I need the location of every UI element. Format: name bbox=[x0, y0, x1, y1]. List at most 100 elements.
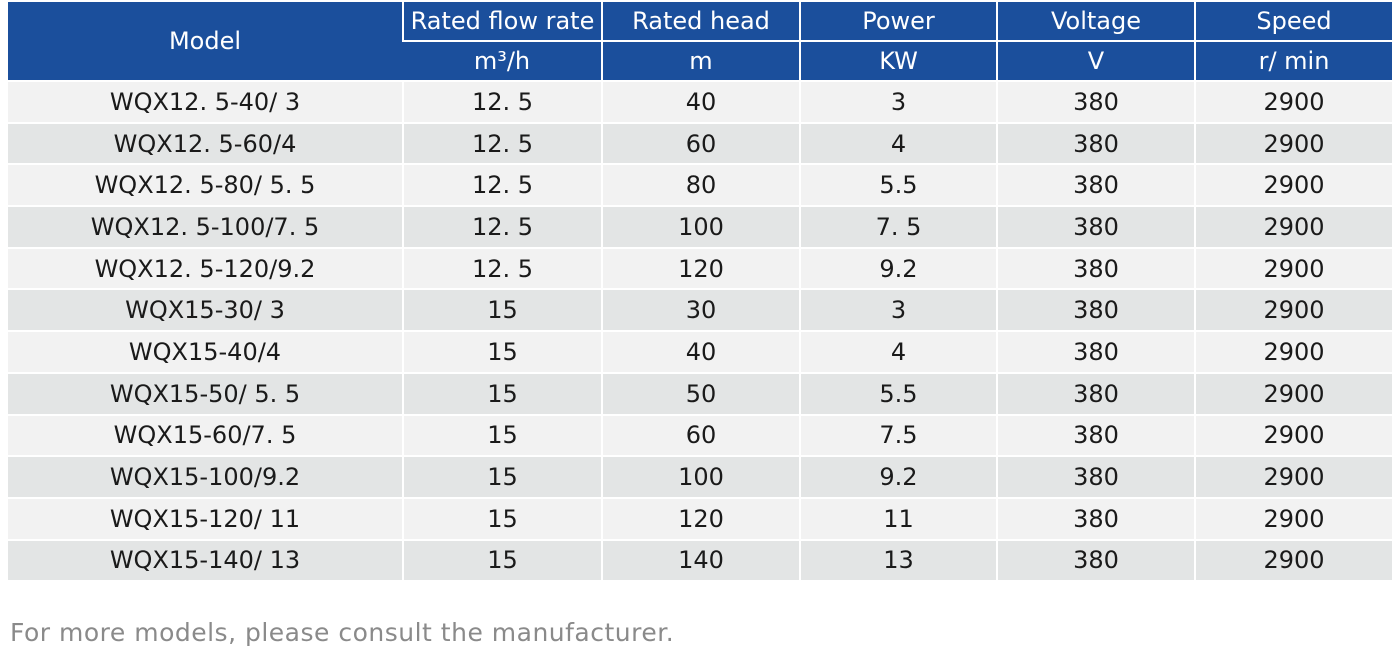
cell-head: 30 bbox=[601, 289, 800, 333]
cell-power: 3 bbox=[799, 81, 997, 124]
cell-power: 5.5 bbox=[799, 164, 997, 208]
header-speed: Speed bbox=[1194, 2, 1392, 42]
cell-speed: 2900 bbox=[1194, 414, 1392, 458]
cell-speed: 2900 bbox=[1194, 372, 1392, 416]
cell-speed: 2900 bbox=[1194, 331, 1392, 374]
cell-head: 80 bbox=[601, 164, 800, 208]
cell-flow: 12. 5 bbox=[402, 164, 602, 208]
cell-voltage: 380 bbox=[996, 206, 1195, 249]
cell-speed: 2900 bbox=[1194, 456, 1392, 499]
cell-head: 120 bbox=[601, 497, 800, 541]
cell-model: WQX15-50/ 5. 5 bbox=[8, 372, 403, 416]
table-row: WQX15-60/7. 5 15 60 7.5 380 2900 bbox=[8, 414, 1392, 458]
cell-voltage: 380 bbox=[996, 456, 1195, 499]
cell-voltage: 380 bbox=[996, 122, 1195, 166]
cell-flow: 15 bbox=[402, 372, 602, 416]
table-row: WQX15-50/ 5. 5 15 50 5.5 380 2900 bbox=[8, 372, 1392, 416]
cell-voltage: 380 bbox=[996, 414, 1195, 458]
cell-power: 4 bbox=[799, 122, 997, 166]
cell-flow: 12. 5 bbox=[402, 247, 602, 291]
cell-head: 50 bbox=[601, 372, 800, 416]
cell-speed: 2900 bbox=[1194, 539, 1392, 583]
cell-power: 13 bbox=[799, 539, 997, 583]
header-row-units: m³/h m KW V r/ min bbox=[8, 41, 1392, 82]
cell-model: WQX12. 5-60/4 bbox=[8, 122, 403, 166]
cell-voltage: 380 bbox=[996, 539, 1195, 583]
cell-speed: 2900 bbox=[1194, 122, 1392, 166]
cell-flow: 15 bbox=[402, 497, 602, 541]
cell-speed: 2900 bbox=[1194, 497, 1392, 541]
table-row: WQX15-100/9.2 15 100 9.2 380 2900 bbox=[8, 456, 1392, 499]
cell-power: 11 bbox=[799, 497, 997, 541]
cell-speed: 2900 bbox=[1194, 289, 1392, 333]
cell-flow: 12. 5 bbox=[402, 81, 602, 124]
cell-head: 100 bbox=[601, 456, 800, 499]
cell-voltage: 380 bbox=[996, 331, 1195, 374]
table-row: WQX15-120/ 11 15 120 11 380 2900 bbox=[8, 497, 1392, 541]
cell-head: 140 bbox=[601, 539, 800, 583]
table-row: WQX12. 5-100/7. 5 12. 5 100 7. 5 380 290… bbox=[8, 206, 1392, 249]
cell-model: WQX15-120/ 11 bbox=[8, 497, 403, 541]
cell-power: 5.5 bbox=[799, 372, 997, 416]
unit-speed: r/ min bbox=[1194, 41, 1392, 82]
table-row: WQX12. 5-80/ 5. 5 12. 5 80 5.5 380 2900 bbox=[8, 164, 1392, 208]
cell-model: WQX15-30/ 3 bbox=[8, 289, 403, 333]
table-row: WQX12. 5-40/ 3 12. 5 40 3 380 2900 bbox=[8, 81, 1392, 124]
cell-model: WQX12. 5-80/ 5. 5 bbox=[8, 164, 403, 208]
cell-flow: 12. 5 bbox=[402, 122, 602, 166]
cell-power: 7. 5 bbox=[799, 206, 997, 249]
cell-head: 120 bbox=[601, 247, 800, 291]
header-power: Power bbox=[799, 2, 997, 42]
cell-flow: 15 bbox=[402, 289, 602, 333]
cell-head: 60 bbox=[601, 414, 800, 458]
table-row: WQX15-140/ 13 15 140 13 380 2900 bbox=[8, 539, 1392, 583]
header-voltage: Voltage bbox=[996, 2, 1195, 42]
cell-model: WQX15-100/9.2 bbox=[8, 456, 403, 499]
cell-head: 60 bbox=[601, 122, 800, 166]
cell-voltage: 380 bbox=[996, 289, 1195, 333]
unit-power: KW bbox=[799, 41, 997, 82]
cell-power: 4 bbox=[799, 331, 997, 374]
unit-voltage: V bbox=[996, 41, 1195, 82]
cell-flow: 12. 5 bbox=[402, 206, 602, 249]
table-row: WQX15-30/ 3 15 30 3 380 2900 bbox=[8, 289, 1392, 333]
table-body: WQX12. 5-40/ 3 12. 5 40 3 380 2900 WQX12… bbox=[8, 81, 1392, 583]
cell-power: 9.2 bbox=[799, 456, 997, 499]
cell-power: 3 bbox=[799, 289, 997, 333]
cell-model: WQX15-60/7. 5 bbox=[8, 414, 403, 458]
cell-model: WQX12. 5-100/7. 5 bbox=[8, 206, 403, 249]
header-flow: Rated flow rate bbox=[402, 2, 602, 42]
cell-flow: 15 bbox=[402, 331, 602, 374]
cell-power: 7.5 bbox=[799, 414, 997, 458]
cell-speed: 2900 bbox=[1194, 206, 1392, 249]
cell-head: 100 bbox=[601, 206, 800, 249]
cell-flow: 15 bbox=[402, 456, 602, 499]
pump-spec-table: Model Rated flow rate Rated head Power V… bbox=[8, 2, 1392, 583]
table-row: WQX12. 5-60/4 12. 5 60 4 380 2900 bbox=[8, 122, 1392, 166]
header-row-titles: Model Rated flow rate Rated head Power V… bbox=[8, 2, 1392, 82]
cell-flow: 15 bbox=[402, 414, 602, 458]
footnote-text: For more models, please consult the manu… bbox=[10, 618, 675, 647]
table-row: WQX12. 5-120/9.2 12. 5 120 9.2 380 2900 bbox=[8, 247, 1392, 291]
cell-speed: 2900 bbox=[1194, 247, 1392, 291]
unit-head: m bbox=[601, 41, 800, 82]
cell-voltage: 380 bbox=[996, 81, 1195, 124]
table-header: Model Rated flow rate Rated head Power V… bbox=[8, 2, 1392, 82]
header-model: Model bbox=[8, 2, 403, 82]
cell-head: 40 bbox=[601, 331, 800, 374]
table-row: WQX15-40/4 15 40 4 380 2900 bbox=[8, 331, 1392, 374]
cell-speed: 2900 bbox=[1194, 164, 1392, 208]
cell-model: WQX12. 5-40/ 3 bbox=[8, 81, 403, 124]
cell-model: WQX12. 5-120/9.2 bbox=[8, 247, 403, 291]
cell-voltage: 380 bbox=[996, 497, 1195, 541]
cell-power: 9.2 bbox=[799, 247, 997, 291]
cell-speed: 2900 bbox=[1194, 81, 1392, 124]
cell-model: WQX15-40/4 bbox=[8, 331, 403, 374]
cell-voltage: 380 bbox=[996, 372, 1195, 416]
cell-model: WQX15-140/ 13 bbox=[8, 539, 403, 583]
cell-flow: 15 bbox=[402, 539, 602, 583]
unit-flow: m³/h bbox=[403, 41, 602, 82]
cell-voltage: 380 bbox=[996, 247, 1195, 291]
header-head: Rated head bbox=[601, 2, 800, 42]
cell-voltage: 380 bbox=[996, 164, 1195, 208]
